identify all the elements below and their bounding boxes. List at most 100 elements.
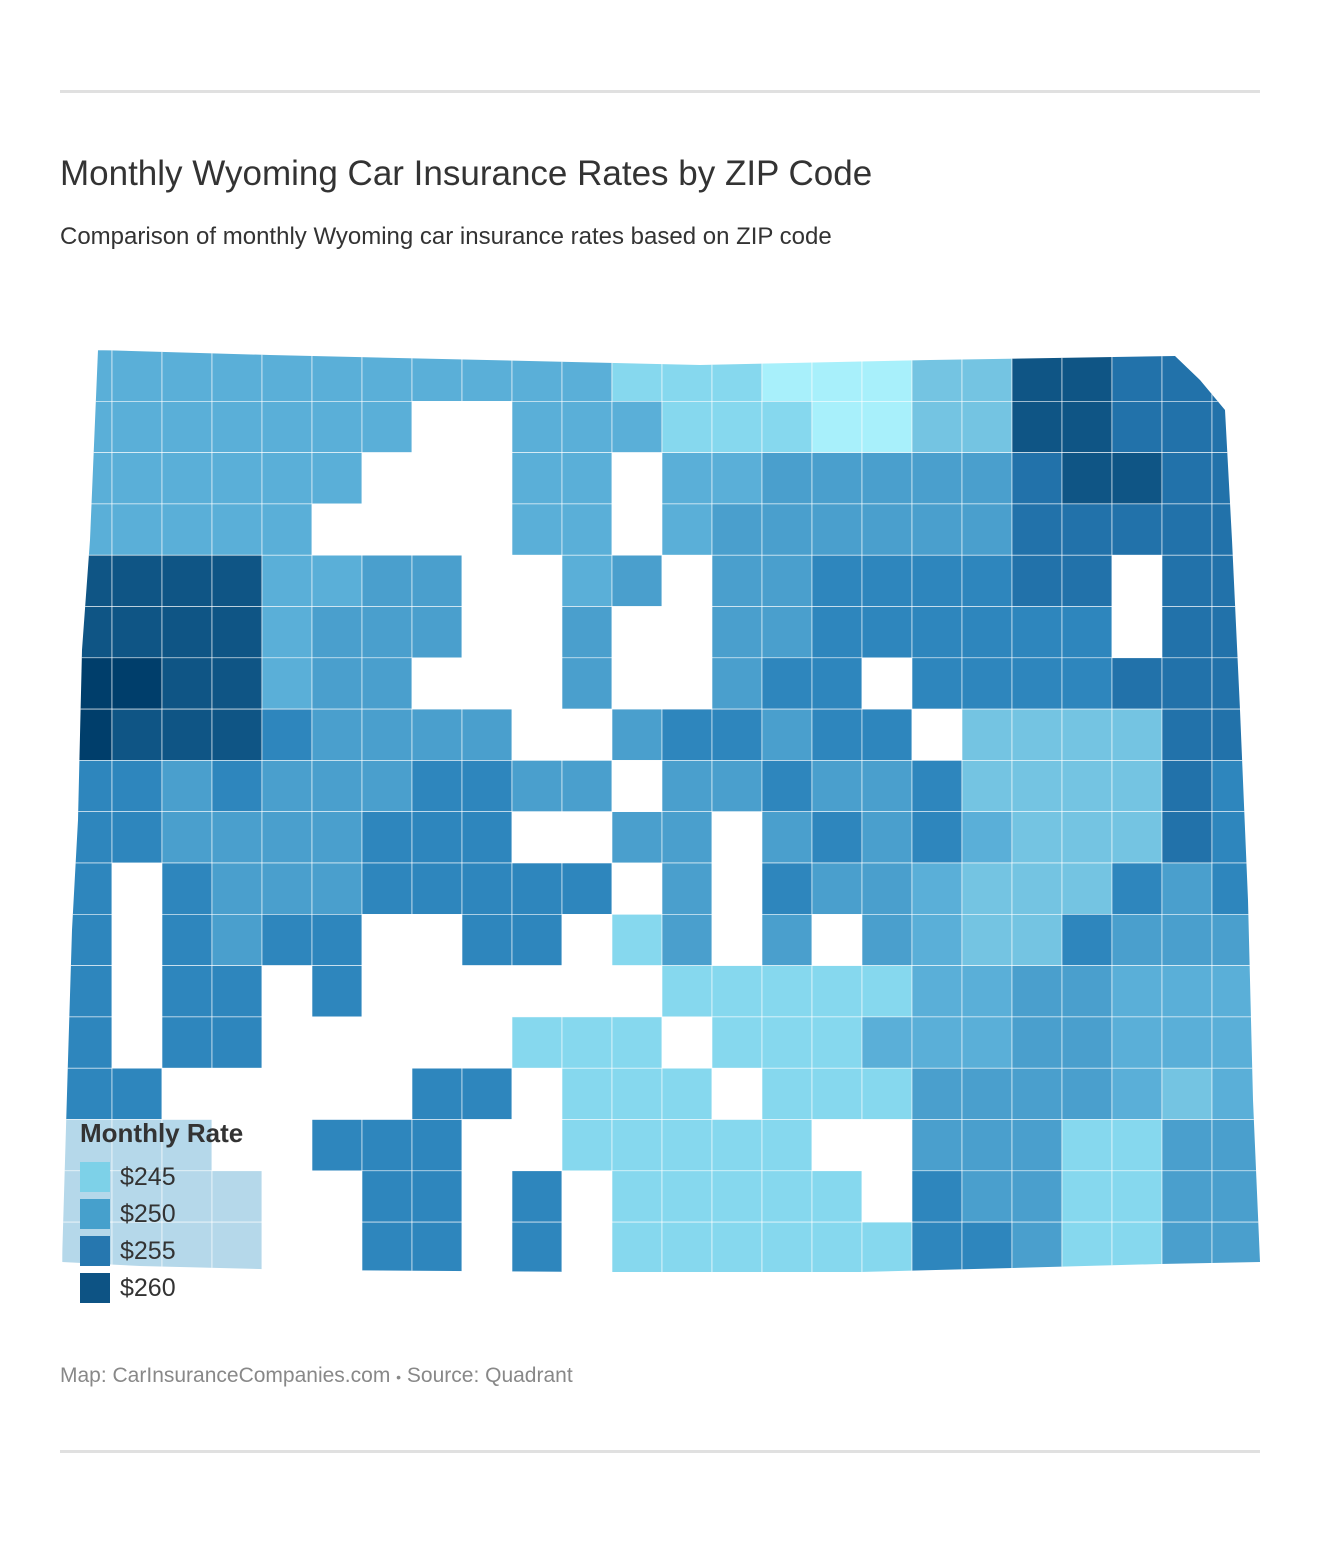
zip-region	[611, 350, 663, 402]
zip-region	[161, 606, 213, 659]
zip-region	[1111, 1067, 1163, 1120]
zip-region	[461, 1119, 513, 1172]
zip-region	[811, 1119, 863, 1172]
zip-region	[1111, 657, 1163, 710]
zip-region	[511, 1170, 563, 1223]
zip-region	[961, 760, 1013, 813]
zip-region	[161, 350, 213, 402]
legend-swatch	[80, 1236, 110, 1266]
zip-region	[1161, 452, 1213, 505]
zip-region	[861, 811, 913, 864]
zip-region	[461, 913, 513, 966]
zip-region	[1211, 965, 1260, 1018]
zip-region	[811, 760, 863, 813]
zip-region	[911, 400, 963, 453]
legend-item: $245	[80, 1159, 243, 1195]
zip-region	[1161, 760, 1213, 813]
zip-region	[1161, 811, 1213, 864]
zip-region	[661, 965, 713, 1018]
zip-region	[461, 862, 513, 915]
zip-region	[761, 606, 813, 659]
zip-region	[161, 554, 213, 607]
zip-region	[761, 965, 813, 1018]
zip-region	[111, 913, 163, 966]
zip-region	[811, 657, 863, 710]
zip-region	[611, 1119, 663, 1172]
zip-region	[1111, 1119, 1163, 1172]
zip-region	[511, 965, 563, 1018]
zip-region	[111, 1170, 163, 1223]
legend-item: $260	[80, 1270, 243, 1306]
zip-region	[761, 1119, 813, 1172]
zip-region	[311, 1119, 363, 1172]
zip-region	[361, 1170, 413, 1223]
legend-item: $250	[80, 1196, 243, 1232]
zip-region	[361, 760, 413, 813]
zip-region	[361, 913, 413, 966]
zip-region	[611, 913, 663, 966]
zip-region	[461, 811, 513, 864]
zip-region	[111, 1221, 163, 1272]
zip-region	[561, 862, 613, 915]
zip-region	[711, 708, 763, 761]
zip-region	[211, 862, 263, 915]
zip-region	[661, 554, 713, 607]
zip-region	[62, 503, 113, 556]
zip-region	[211, 350, 263, 402]
map-title: Monthly Wyoming Car Insurance Rates by Z…	[60, 154, 873, 193]
zip-region	[62, 452, 113, 505]
zip-region	[1111, 452, 1163, 505]
zip-region	[361, 862, 413, 915]
zip-region	[211, 554, 263, 607]
zip-region	[911, 606, 963, 659]
zip-region	[1061, 862, 1113, 915]
map-credit: Map: CarInsuranceCompanies.com	[60, 1364, 391, 1387]
zip-region	[261, 965, 313, 1018]
zip-region	[1211, 606, 1260, 659]
zip-region	[711, 606, 763, 659]
zip-region	[1011, 913, 1063, 966]
zip-region	[961, 1067, 1013, 1120]
zip-region	[811, 1170, 863, 1223]
legend-label: $245	[120, 1162, 176, 1191]
zip-region	[1061, 708, 1113, 761]
legend: Monthly Rate $245 $250 $255 $260	[80, 1118, 243, 1307]
zip-region	[411, 400, 463, 453]
zip-region	[561, 1221, 613, 1272]
zip-region	[1011, 1170, 1063, 1223]
zip-region	[761, 554, 813, 607]
zip-region	[1211, 1016, 1260, 1069]
zip-region	[561, 760, 613, 813]
zip-region	[111, 708, 163, 761]
zip-region	[861, 965, 913, 1018]
zip-region	[62, 606, 113, 659]
zip-region	[1211, 554, 1260, 607]
zip-region	[1011, 1016, 1063, 1069]
zip-region	[411, 554, 463, 607]
zip-region	[511, 760, 563, 813]
zip-region	[511, 503, 563, 556]
zip-region	[161, 1067, 213, 1120]
zip-region	[1011, 1221, 1063, 1272]
zip-region	[1111, 554, 1163, 607]
zip-region	[961, 554, 1013, 607]
zip-region	[811, 1067, 863, 1120]
zip-region	[161, 862, 213, 915]
zip-region	[111, 350, 163, 402]
zip-region	[261, 760, 313, 813]
zip-region	[261, 862, 313, 915]
zip-region	[211, 1016, 263, 1069]
zip-region	[711, 657, 763, 710]
zip-region	[461, 760, 513, 813]
zip-region	[261, 1221, 313, 1272]
zip-region	[311, 708, 363, 761]
legend-swatch	[80, 1199, 110, 1229]
zip-region	[961, 811, 1013, 864]
zip-region	[461, 1067, 513, 1120]
zip-region	[1211, 1170, 1260, 1223]
zip-region	[1211, 503, 1260, 556]
zip-region	[711, 452, 763, 505]
zip-region	[1011, 1119, 1063, 1172]
zip-region	[361, 965, 413, 1018]
zip-region	[711, 1016, 763, 1069]
